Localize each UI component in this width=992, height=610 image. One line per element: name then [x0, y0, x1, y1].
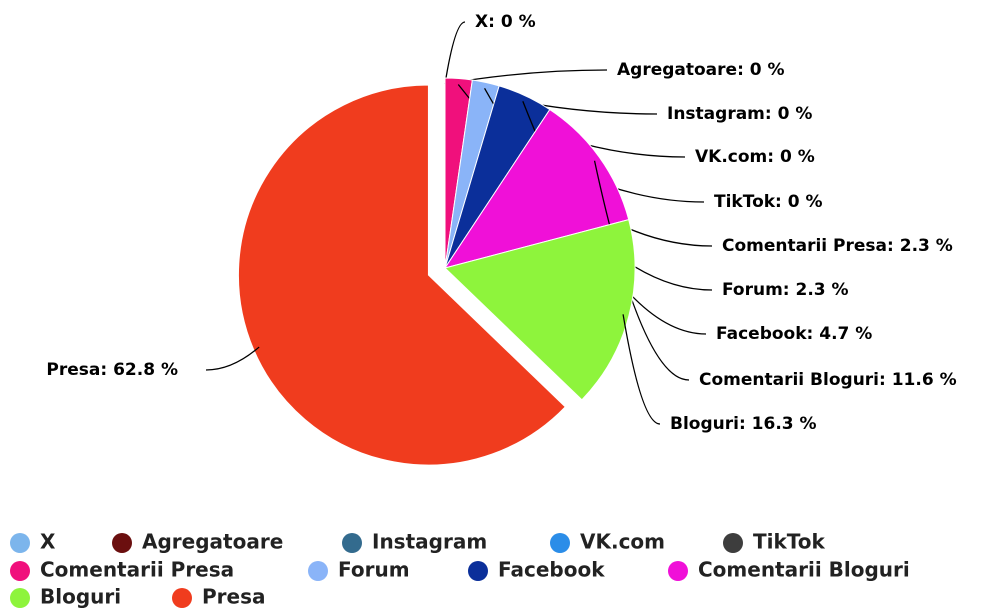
legend-label: Instagram [372, 530, 487, 554]
legend-marker [308, 561, 328, 581]
leader-line [622, 314, 661, 425]
leader-line [444, 21, 466, 85]
legend-label: VK.com [580, 530, 665, 554]
data-label: Presa: 62.8 % [46, 360, 178, 380]
legend-marker [550, 533, 570, 553]
legend-label: TikTok [753, 530, 826, 554]
legend-label: Facebook [498, 558, 605, 582]
legend-label: Comentarii Presa [40, 558, 234, 582]
legend-label: Forum [338, 558, 410, 582]
legend-marker [10, 561, 30, 581]
legend-marker [172, 588, 192, 608]
legend-marker [342, 533, 362, 553]
legend-label: Comentarii Bloguri [698, 558, 910, 582]
leader-line [205, 346, 260, 371]
legend-marker [668, 561, 688, 581]
legend-label: Presa [202, 585, 266, 609]
data-label: Bloguri: 16.3 % [670, 414, 817, 434]
data-label: TikTok: 0 % [714, 192, 823, 212]
legend-label: Bloguri [40, 585, 121, 609]
legend-marker [10, 588, 30, 608]
data-label: Instagram: 0 % [667, 104, 812, 124]
legend-marker [468, 561, 488, 581]
pie-slice [444, 218, 636, 401]
legend-label: Agregatoare [142, 530, 283, 554]
legend-marker [112, 533, 132, 553]
data-label: X: 0 % [475, 12, 536, 32]
data-label: VK.com: 0 % [695, 147, 815, 167]
data-label: Comentarii Bloguri: 11.6 % [699, 370, 957, 390]
data-label: Forum: 2.3 % [722, 280, 849, 300]
data-label: Facebook: 4.7 % [716, 324, 872, 344]
data-label: Comentarii Presa: 2.3 % [722, 236, 953, 256]
legend-marker [10, 533, 30, 553]
legend-label: X [40, 530, 56, 554]
data-label: Agregatoare: 0 % [617, 60, 785, 80]
pie-slice [443, 108, 630, 269]
leader-line [593, 160, 690, 381]
pie-slice [237, 84, 567, 466]
legend-marker [723, 533, 743, 553]
